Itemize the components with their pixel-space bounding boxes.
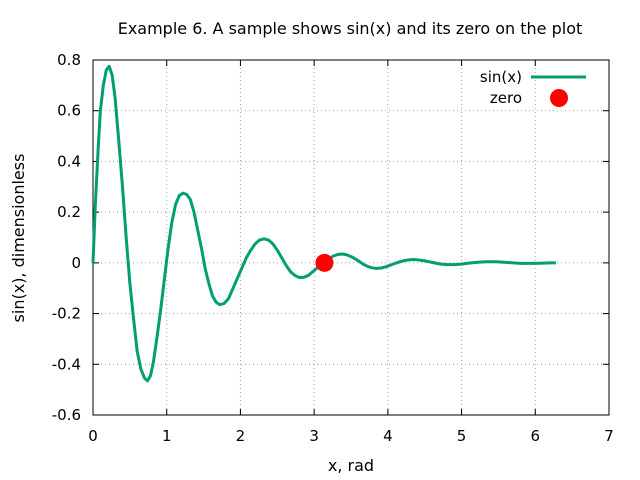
y-tick-label: -0.4	[52, 355, 81, 373]
y-tick-label: 0	[71, 254, 81, 272]
x-tick-label: 1	[162, 427, 172, 445]
x-axis-label: x, rad	[328, 456, 374, 475]
x-tick-label: 4	[383, 427, 393, 445]
series-line-sinx	[91, 64, 556, 383]
x-tick-label: 7	[604, 427, 614, 445]
x-tick-label: 3	[309, 427, 319, 445]
x-tick-label: 6	[531, 427, 541, 445]
ticks	[92, 59, 610, 416]
legend-label-sinx: sin(x)	[480, 68, 522, 86]
y-tick-label: 0.6	[57, 102, 81, 120]
y-tick-label: 0.8	[57, 51, 81, 69]
y-tick-label: -0.6	[52, 406, 81, 424]
y-axis-label: sin(x), dimensionless	[9, 154, 28, 323]
legend-label-zero: zero	[490, 89, 522, 107]
legend-swatch-zero	[550, 89, 568, 107]
legend: sin(x) zero	[480, 68, 586, 107]
chart-title: Example 6. A sample shows sin(x) and its…	[118, 19, 583, 38]
x-tick-label: 2	[236, 427, 246, 445]
x-tick-label: 5	[457, 427, 467, 445]
y-tick-label: 0.4	[57, 152, 81, 170]
tick-labels: 0 1 2 3 4 5 6 7 -0.6 -0.4 -0.2 0 0.2 0.4 0.6 0.8	[52, 51, 614, 445]
y-tick-label: -0.2	[52, 305, 81, 323]
y-tick-label: 0.2	[57, 203, 81, 221]
series-layer	[91, 64, 556, 383]
x-tick-label: 0	[88, 427, 98, 445]
zero-point	[315, 253, 334, 272]
